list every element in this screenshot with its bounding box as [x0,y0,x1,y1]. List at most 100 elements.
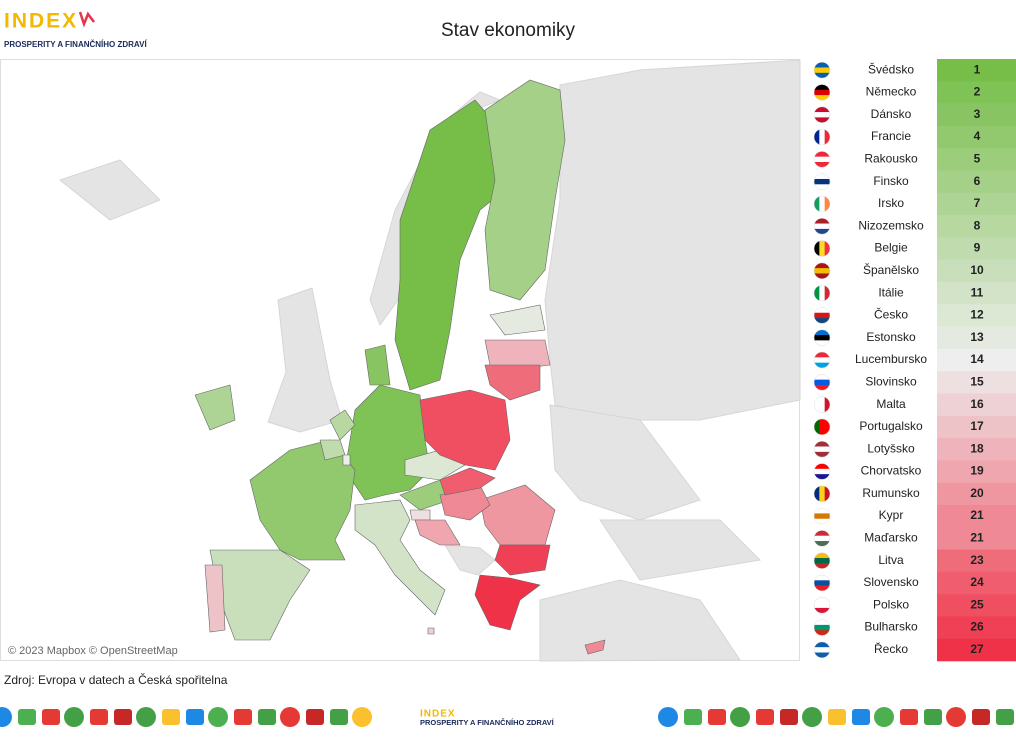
flag-stripe [814,446,830,453]
flag-stripe [814,574,830,581]
country-name: Řecko [874,641,908,656]
rank-cell [937,415,1016,439]
rank: 10 [970,263,984,277]
rank-cell [937,326,1016,350]
rank: 8 [974,218,981,232]
flag [813,262,831,280]
country-shape [414,519,461,546]
country-shape [342,454,351,466]
rank: 5 [974,152,981,166]
rank: 21 [970,531,984,545]
flag-outline [813,507,831,525]
country-shape [489,304,546,336]
flag-stripe [824,240,830,257]
rank-cell [937,527,1016,550]
flag [813,530,831,547]
flag-stripe [814,474,830,480]
country-shape [439,467,496,496]
country-name: Malta [876,397,906,411]
rank: 27 [970,642,984,656]
country-shape [194,384,236,431]
flag-stripe [814,318,830,324]
footer-icon [208,707,228,727]
flag-outline [813,329,831,346]
flag [813,128,831,146]
rank-cell [937,348,1016,372]
footer-icon [162,709,180,725]
flag-stripe [814,218,830,224]
flag-stripe [819,485,825,502]
footer-icon [114,709,132,725]
flag-outline [813,128,831,146]
flag-stripe [814,535,830,542]
flag [813,84,831,101]
country-name: Slovensko [863,575,919,589]
flag-stripe [814,602,830,609]
country-name: Lucembursko [855,352,927,366]
flag [813,396,831,413]
rank: 4 [974,129,981,143]
flag-stripe [814,630,830,636]
rank-cell [937,504,1016,528]
rank: 21 [970,508,984,522]
footer-icon [306,709,324,725]
country-shape [419,389,511,471]
flag-stripe [824,418,830,435]
footer-icon [756,709,774,725]
rank-cell [937,59,1016,82]
flag-stripe [814,508,830,514]
flag-outline [813,597,831,614]
flag-stripe [814,312,830,319]
rank: 24 [970,575,984,589]
flag-outline [813,351,831,369]
rank: 16 [970,397,984,411]
flag-stripe [814,357,830,363]
flag-stripe [814,162,830,168]
flag-stripe [814,262,830,269]
flag-outline [813,396,831,413]
flag-outline [813,173,831,190]
flag-stripe [814,607,830,614]
footer-icon [802,707,822,727]
country-name: Česko [874,307,908,322]
flag-stripe [814,240,820,257]
flag-stripe [814,518,830,525]
flag-stripe [814,89,830,96]
rank-cell [937,281,1016,305]
footer-icon [352,707,372,727]
flag-outline [813,552,831,569]
footer-icon [330,709,348,725]
footer-icon [924,709,942,725]
non-eu-land [267,287,343,433]
flag-stripe [814,558,830,564]
country-name: Belgie [874,241,908,255]
footer-icon [136,707,156,727]
flag-stripe [814,585,830,591]
flag [813,552,831,569]
country-name: Maďarsko [864,531,918,545]
flag-stripe [814,112,830,118]
flag-stripe [814,597,830,603]
country-shape [329,409,356,441]
flag [813,329,831,346]
logo-mark [78,11,95,28]
flag-stripe [814,530,830,537]
country-name: Kypr [879,508,904,522]
logo-subtitle: PROSPERITY A FINANČNÍHO ZDRAVÍ [4,40,147,49]
rank-cell [937,259,1016,283]
rank-cell [937,594,1016,617]
flag-stripe [814,619,830,626]
flag [813,106,831,123]
flag-stripe [814,396,820,413]
rank-cell [937,438,1016,461]
flag-stripe [814,441,830,447]
footer-icon [186,709,204,725]
country-shape [484,364,541,401]
flag-stripe [814,652,830,658]
flag-outline [813,530,831,547]
flag [813,173,831,190]
flag-stripe [814,195,820,212]
footer-icon [90,709,108,725]
country-name: Švédsko [868,61,914,76]
